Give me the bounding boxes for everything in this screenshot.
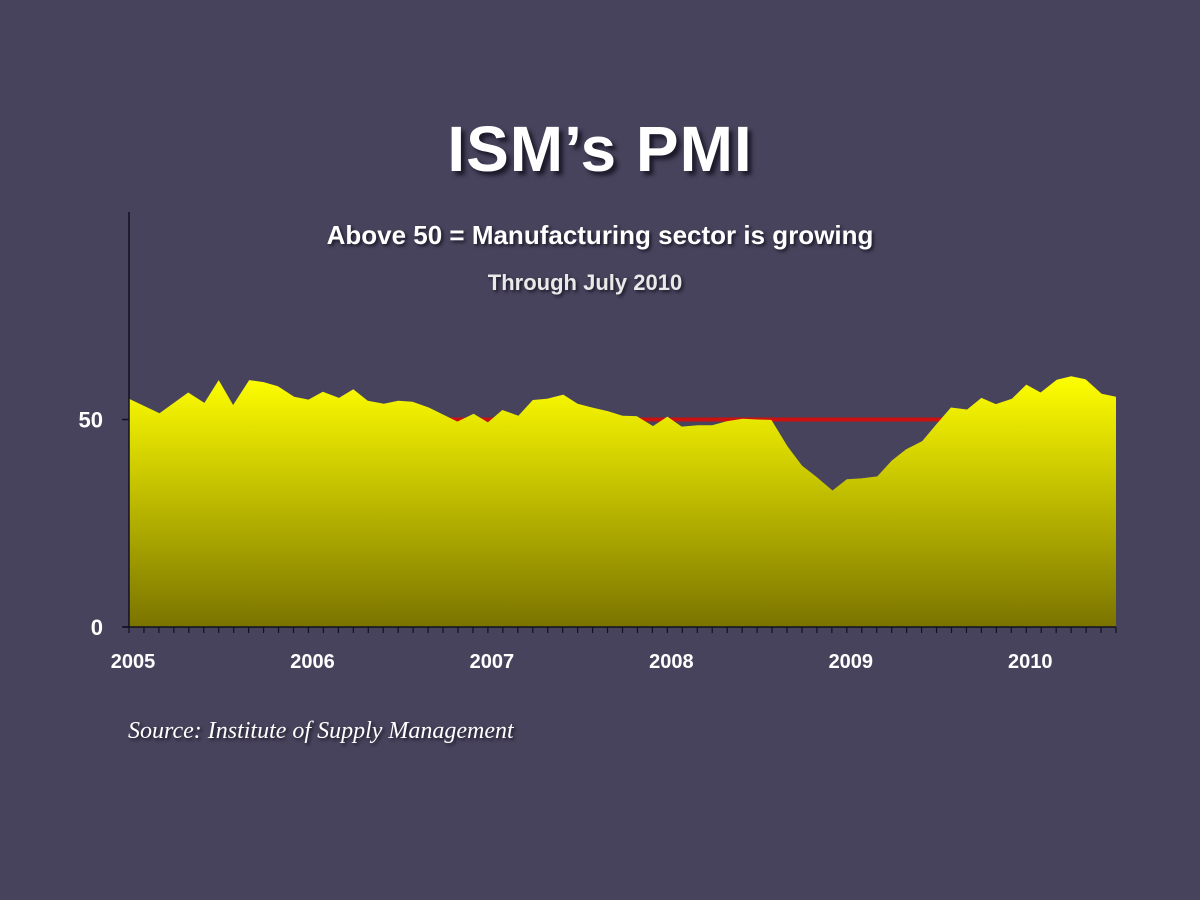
source-citation: Source: Institute of Supply Management: [128, 718, 514, 744]
x-tick-label: 2005: [111, 651, 156, 673]
pmi-area: [129, 376, 1116, 627]
y-tick-label: 0: [91, 615, 103, 640]
x-tick-label: 2010: [1008, 651, 1053, 673]
axes: 0 50 2005 2006 2007 2008 2009 2010: [79, 212, 1117, 673]
y-tick-label: 50: [79, 408, 103, 433]
slide-title: ISM’s PMI: [447, 113, 753, 185]
x-tick-label: 2006: [290, 651, 335, 673]
x-tick-label: 2009: [829, 651, 874, 673]
x-tick-label: 2008: [649, 651, 694, 673]
chart-subtitle: Above 50 = Manufacturing sector is growi…: [326, 220, 874, 250]
chart-date-note: Through July 2010: [487, 270, 683, 295]
x-tick-label: 2007: [470, 651, 515, 673]
